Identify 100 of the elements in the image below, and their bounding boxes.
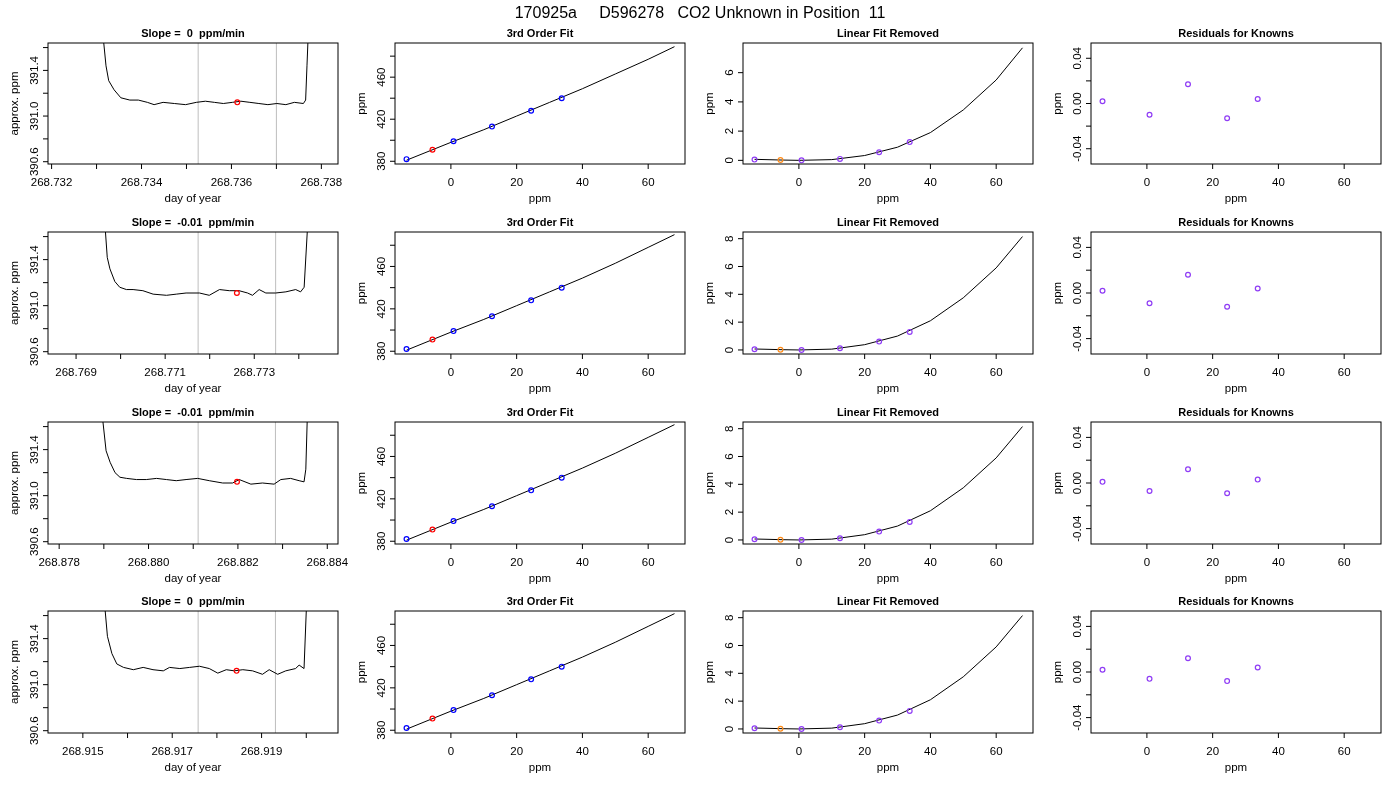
x-tick-label: 268.880 bbox=[127, 556, 170, 568]
chart-title: Residuals for Knowns bbox=[1178, 216, 1294, 228]
y-axis-title: ppm bbox=[1051, 471, 1063, 495]
x-tick-label: 0 bbox=[795, 745, 803, 757]
y-tick-label: 390.6 bbox=[28, 527, 40, 557]
x-tick-label: 20 bbox=[510, 176, 524, 188]
y-axis-title: ppm bbox=[1051, 281, 1063, 305]
y-tick-label: 391.4 bbox=[28, 623, 40, 654]
y-tick-label: 2 bbox=[723, 127, 735, 135]
y-tick-label: 390.6 bbox=[28, 147, 40, 177]
y-tick-label: 0.00 bbox=[1071, 471, 1083, 495]
y-axis-title: ppm bbox=[355, 281, 367, 305]
x-tick-label: 60 bbox=[1337, 556, 1351, 568]
y-tick-label: 391.4 bbox=[28, 55, 40, 85]
y-tick-label: -0.04 bbox=[1071, 324, 1083, 352]
x-tick-label: 0 bbox=[1143, 745, 1151, 757]
x-tick-label: 268.884 bbox=[306, 556, 349, 568]
y-tick-label: 391.4 bbox=[28, 434, 40, 465]
x-axis-title: day of year bbox=[164, 382, 222, 394]
x-tick-label: 60 bbox=[641, 176, 655, 188]
y-tick-label: 6 bbox=[723, 642, 735, 649]
y-tick-label: 380 bbox=[375, 151, 387, 171]
y-tick-label: 391.0 bbox=[28, 670, 40, 700]
y-axis-title: approx. ppm bbox=[8, 451, 20, 515]
y-tick-label: -0.04 bbox=[1071, 135, 1083, 162]
x-tick-label: 60 bbox=[989, 366, 1003, 378]
chart-title: 3rd Order Fit bbox=[506, 27, 574, 39]
y-tick-label: 460 bbox=[375, 67, 387, 87]
x-tick-label: 0 bbox=[447, 366, 455, 378]
x-tick-label: 40 bbox=[924, 745, 937, 757]
text: 170925a D596278 CO2 Unknown in Position 11 bbox=[514, 4, 886, 21]
x-tick-label: 0 bbox=[795, 366, 803, 378]
x-tick-label: 0 bbox=[447, 176, 455, 188]
x-tick-label: 20 bbox=[510, 556, 524, 568]
x-tick-label: 20 bbox=[1206, 556, 1220, 568]
y-tick-label: 4 bbox=[723, 480, 735, 488]
y-tick-label: 380 bbox=[375, 531, 387, 551]
y-tick-label: 0.00 bbox=[1071, 281, 1083, 305]
y-tick-label: 0.00 bbox=[1071, 660, 1083, 684]
y-tick-label: 8 bbox=[723, 235, 735, 242]
y-tick-label: -0.04 bbox=[1071, 703, 1083, 731]
x-tick-label: 40 bbox=[1272, 366, 1285, 378]
chart-title: 3rd Order Fit bbox=[506, 216, 574, 228]
x-tick-label: 60 bbox=[1337, 745, 1351, 757]
chart-title: 3rd Order Fit bbox=[506, 595, 574, 607]
y-axis-title: approx. ppm bbox=[8, 261, 20, 325]
x-tick-label: 60 bbox=[641, 745, 655, 757]
y-tick-label: 391.4 bbox=[28, 244, 40, 275]
x-axis-title: ppm bbox=[528, 761, 552, 773]
x-tick-label: 268.919 bbox=[240, 745, 283, 757]
chart-title: Slope = -0.01 ppm/min bbox=[131, 216, 255, 228]
x-axis-title: ppm bbox=[528, 192, 552, 204]
y-tick-label: 391.0 bbox=[28, 291, 40, 321]
x-tick-label: 268.732 bbox=[30, 176, 73, 188]
y-axis-title: ppm bbox=[703, 281, 715, 305]
y-tick-label: 390.6 bbox=[28, 337, 40, 367]
x-tick-label: 0 bbox=[1143, 366, 1151, 378]
x-tick-label: 60 bbox=[989, 745, 1003, 757]
x-tick-label: 0 bbox=[447, 556, 455, 568]
x-axis-title: day of year bbox=[164, 761, 222, 773]
chart-title: 3rd Order Fit bbox=[506, 406, 574, 418]
x-tick-label: 40 bbox=[1272, 556, 1285, 568]
y-axis-title: ppm bbox=[703, 471, 715, 495]
x-tick-label: 20 bbox=[858, 176, 872, 188]
y-tick-label: 420 bbox=[375, 109, 387, 129]
x-tick-label: 40 bbox=[576, 556, 589, 568]
x-tick-label: 20 bbox=[858, 745, 872, 757]
x-tick-label: 20 bbox=[858, 366, 872, 378]
y-tick-label: 2 bbox=[723, 318, 735, 326]
chart-title: Slope = 0 ppm/min bbox=[141, 27, 246, 39]
x-tick-label: 268.734 bbox=[120, 176, 163, 188]
chart-title: Slope = 0 ppm/min bbox=[141, 595, 246, 607]
x-tick-label: 268.769 bbox=[55, 366, 97, 378]
y-tick-label: 0.04 bbox=[1071, 46, 1083, 70]
y-tick-label: 0 bbox=[723, 157, 735, 164]
x-axis-title: ppm bbox=[876, 761, 900, 773]
y-tick-label: 4 bbox=[723, 669, 735, 677]
y-tick-label: 8 bbox=[723, 614, 735, 621]
x-axis-title: ppm bbox=[1224, 572, 1248, 584]
y-tick-label: 420 bbox=[375, 489, 387, 509]
x-tick-label: 60 bbox=[989, 556, 1003, 568]
x-tick-label: 268.738 bbox=[300, 176, 343, 188]
y-tick-label: 460 bbox=[375, 256, 387, 277]
y-tick-label: 4 bbox=[723, 290, 735, 298]
x-axis-title: day of year bbox=[164, 572, 222, 584]
x-tick-label: 0 bbox=[1143, 176, 1151, 188]
y-tick-label: 0.04 bbox=[1071, 425, 1083, 449]
y-tick-label: 420 bbox=[375, 678, 387, 698]
x-tick-label: 60 bbox=[1337, 366, 1351, 378]
y-axis-title: ppm bbox=[703, 660, 715, 684]
x-tick-label: 40 bbox=[576, 176, 589, 188]
x-tick-label: 268.878 bbox=[38, 556, 80, 568]
x-axis-title: ppm bbox=[1224, 761, 1248, 773]
x-tick-label: 60 bbox=[641, 556, 655, 568]
x-tick-label: 40 bbox=[1272, 176, 1285, 188]
x-tick-label: 40 bbox=[576, 366, 589, 378]
x-tick-label: 268.917 bbox=[151, 745, 194, 757]
y-tick-label: 6 bbox=[723, 453, 735, 460]
chart-title: Residuals for Knowns bbox=[1178, 27, 1294, 39]
y-tick-label: 0.04 bbox=[1071, 235, 1083, 259]
